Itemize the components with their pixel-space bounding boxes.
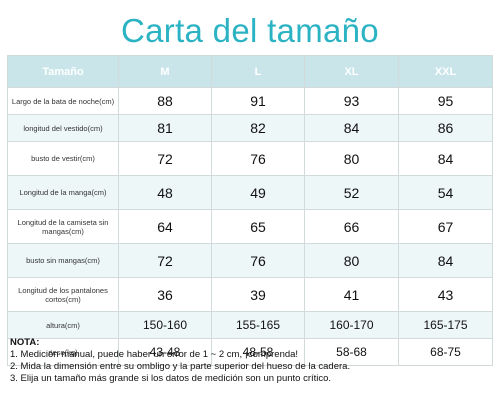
cell-xl: 80 [305, 244, 399, 278]
cell-l: 39 [212, 278, 305, 312]
cell-xl: 80 [305, 142, 399, 176]
cell-xxl: 54 [399, 176, 493, 210]
cell-m: 88 [119, 88, 212, 115]
cell-l: 49 [212, 176, 305, 210]
cell-xxl: 84 [399, 244, 493, 278]
table-row: longitud del vestido(cm) 81 82 84 86 [8, 115, 493, 142]
table-row: Largo de la bata de noche(cm) 88 91 93 9… [8, 88, 493, 115]
cell-xl: 41 [305, 278, 399, 312]
header-m: M [119, 56, 212, 88]
table-row: altura(cm) 150-160 155-165 160-170 165-1… [8, 312, 493, 339]
table-header-row: Tamaño M L XL XXL [8, 56, 493, 88]
cell-xl: 66 [305, 210, 399, 244]
table-row: Longitud de la camiseta sin mangas(cm) 6… [8, 210, 493, 244]
cell-xl: 160-170 [305, 312, 399, 339]
cell-m: 150-160 [119, 312, 212, 339]
row-label: longitud del vestido(cm) [8, 115, 119, 142]
header-size: Tamaño [8, 56, 119, 88]
cell-xxl: 84 [399, 142, 493, 176]
row-label: Largo de la bata de noche(cm) [8, 88, 119, 115]
cell-m: 64 [119, 210, 212, 244]
note-line: 3. Elija un tamaño más grande si los dat… [10, 373, 490, 385]
row-label: altura(cm) [8, 312, 119, 339]
cell-xxl: 95 [399, 88, 493, 115]
cell-l: 76 [212, 142, 305, 176]
cell-xxl: 86 [399, 115, 493, 142]
row-label: Longitud de la camiseta sin mangas(cm) [8, 210, 119, 244]
cell-xxl: 165-175 [399, 312, 493, 339]
notes-heading: NOTA: [10, 337, 490, 349]
header-xxl: XXL [399, 56, 493, 88]
header-l: L [212, 56, 305, 88]
row-label: Longitud de la manga(cm) [8, 176, 119, 210]
cell-l: 155-165 [212, 312, 305, 339]
cell-m: 72 [119, 244, 212, 278]
note-line: 2. Mida la dimensión entre su ombligo y … [10, 361, 490, 373]
cell-l: 65 [212, 210, 305, 244]
row-label: busto sin mangas(cm) [8, 244, 119, 278]
row-label: busto de vestir(cm) [8, 142, 119, 176]
table-row: busto sin mangas(cm) 72 76 80 84 [8, 244, 493, 278]
table-row: busto de vestir(cm) 72 76 80 84 [8, 142, 493, 176]
cell-xl: 84 [305, 115, 399, 142]
cell-l: 76 [212, 244, 305, 278]
cell-xxl: 43 [399, 278, 493, 312]
table-row: Longitud de los pantalones cortos(cm) 36… [8, 278, 493, 312]
notes-section: NOTA: 1. Medición manual, puede haber un… [10, 337, 490, 385]
cell-m: 72 [119, 142, 212, 176]
row-label: Longitud de los pantalones cortos(cm) [8, 278, 119, 312]
size-chart-table: Tamaño M L XL XXL Largo de la bata de no… [7, 55, 493, 366]
cell-xl: 93 [305, 88, 399, 115]
cell-l: 82 [212, 115, 305, 142]
note-line: 1. Medición manual, puede haber un error… [10, 349, 490, 361]
table-row: Longitud de la manga(cm) 48 49 52 54 [8, 176, 493, 210]
cell-m: 36 [119, 278, 212, 312]
cell-xl: 52 [305, 176, 399, 210]
cell-m: 48 [119, 176, 212, 210]
cell-xxl: 67 [399, 210, 493, 244]
header-xl: XL [305, 56, 399, 88]
cell-m: 81 [119, 115, 212, 142]
cell-l: 91 [212, 88, 305, 115]
page-title: Carta del tamaño [0, 12, 500, 50]
